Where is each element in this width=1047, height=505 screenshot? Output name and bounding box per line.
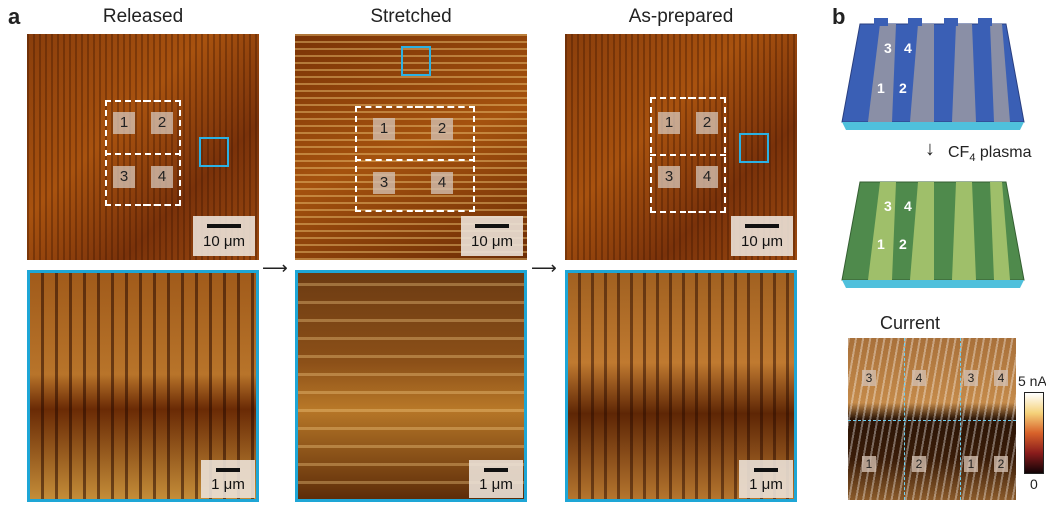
current-number: 4 [912,370,926,386]
device-number: 2 [899,80,907,96]
afm-zoom-stretched: 1 μm [295,270,527,502]
right-arrow-icon: ⟶ [531,258,557,278]
zoom-region-marker [199,137,229,167]
current-number: 1 [862,456,876,472]
current-number: 2 [994,456,1008,472]
zoom-region-marker [401,46,431,76]
zoom-frame [27,270,259,502]
current-number: 4 [994,370,1008,386]
domain-outline [105,153,181,155]
afm-image-stretched: 1 2 3 4 10 μm [295,34,527,260]
scale-box: 10 μm [193,216,255,256]
panel-label-a: a [8,4,21,29]
afm-image-as-prepared: 1 2 3 4 10 μm [565,34,797,260]
domain-number: 2 [431,118,453,140]
scale-bar [484,468,508,472]
domain-number: 3 [113,166,135,188]
scale-label: 1 μm [749,476,783,493]
domain-number: 4 [696,166,718,188]
afm-zoom-as-prepared: 1 μm [565,270,797,502]
current-map: 3 4 3 4 1 2 1 2 [848,338,1016,500]
right-arrow-icon: ⟶ [262,258,288,278]
device-number: 3 [884,198,892,214]
grid-line [848,420,1016,421]
domain-number: 4 [151,166,173,188]
colorbar [1024,392,1044,474]
afm-zoom-released: 1 μm [27,270,259,502]
device-number: 3 [884,40,892,56]
scale-label: 10 μm [471,233,513,250]
domain-number: 4 [431,172,453,194]
scale-bar [745,224,779,228]
title-stretched: Stretched [370,6,452,27]
device-number: 4 [904,40,912,56]
domain-number: 1 [373,118,395,140]
scale-box: 10 μm [461,216,523,256]
zoom-region-marker [739,133,769,163]
domain-number: 1 [113,112,135,134]
device-before-plasma [841,18,1025,130]
scale-label: 10 μm [203,233,245,250]
afm-image-released: 1 2 3 4 10 μm [27,34,259,260]
scale-label: 10 μm [741,233,783,250]
domain-number: 1 [658,112,680,134]
colorbar-min-label: 0 [1030,476,1038,492]
scale-box: 1 μm [469,460,523,498]
domain-outline [650,154,726,156]
panel-label-b: b [832,4,846,29]
scale-box: 1 μm [739,460,793,498]
down-arrow-icon: ↓ [925,138,935,160]
title-as-prepared: As-prepared [628,6,734,27]
device-after-plasma [841,181,1025,288]
scale-bar [216,468,240,472]
scale-box: 1 μm [201,460,255,498]
domain-number: 3 [373,172,395,194]
scale-label: 1 μm [211,476,245,493]
domain-number: 2 [151,112,173,134]
device-number: 2 [899,236,907,252]
scale-bar [475,224,509,228]
domain-number: 3 [658,166,680,188]
title-released: Released [102,6,184,27]
current-number: 3 [964,370,978,386]
grid-line [904,338,905,500]
scale-bar [754,468,778,472]
domain-outline [355,159,475,161]
zoom-frame [565,270,797,502]
domain-number: 2 [696,112,718,134]
scale-label: 1 μm [479,476,513,493]
plasma-label: CF4 plasma [948,144,1032,165]
current-number: 1 [964,456,978,472]
current-number: 3 [862,370,876,386]
scale-box: 10 μm [731,216,793,256]
current-number: 2 [912,456,926,472]
device-number: 1 [877,80,885,96]
device-number: 1 [877,236,885,252]
grid-line [960,338,961,500]
device-number: 4 [904,198,912,214]
current-title: Current [880,313,941,333]
colorbar-max-label: 5 nA [1018,373,1046,389]
zoom-frame [295,270,527,502]
scale-bar [207,224,241,228]
